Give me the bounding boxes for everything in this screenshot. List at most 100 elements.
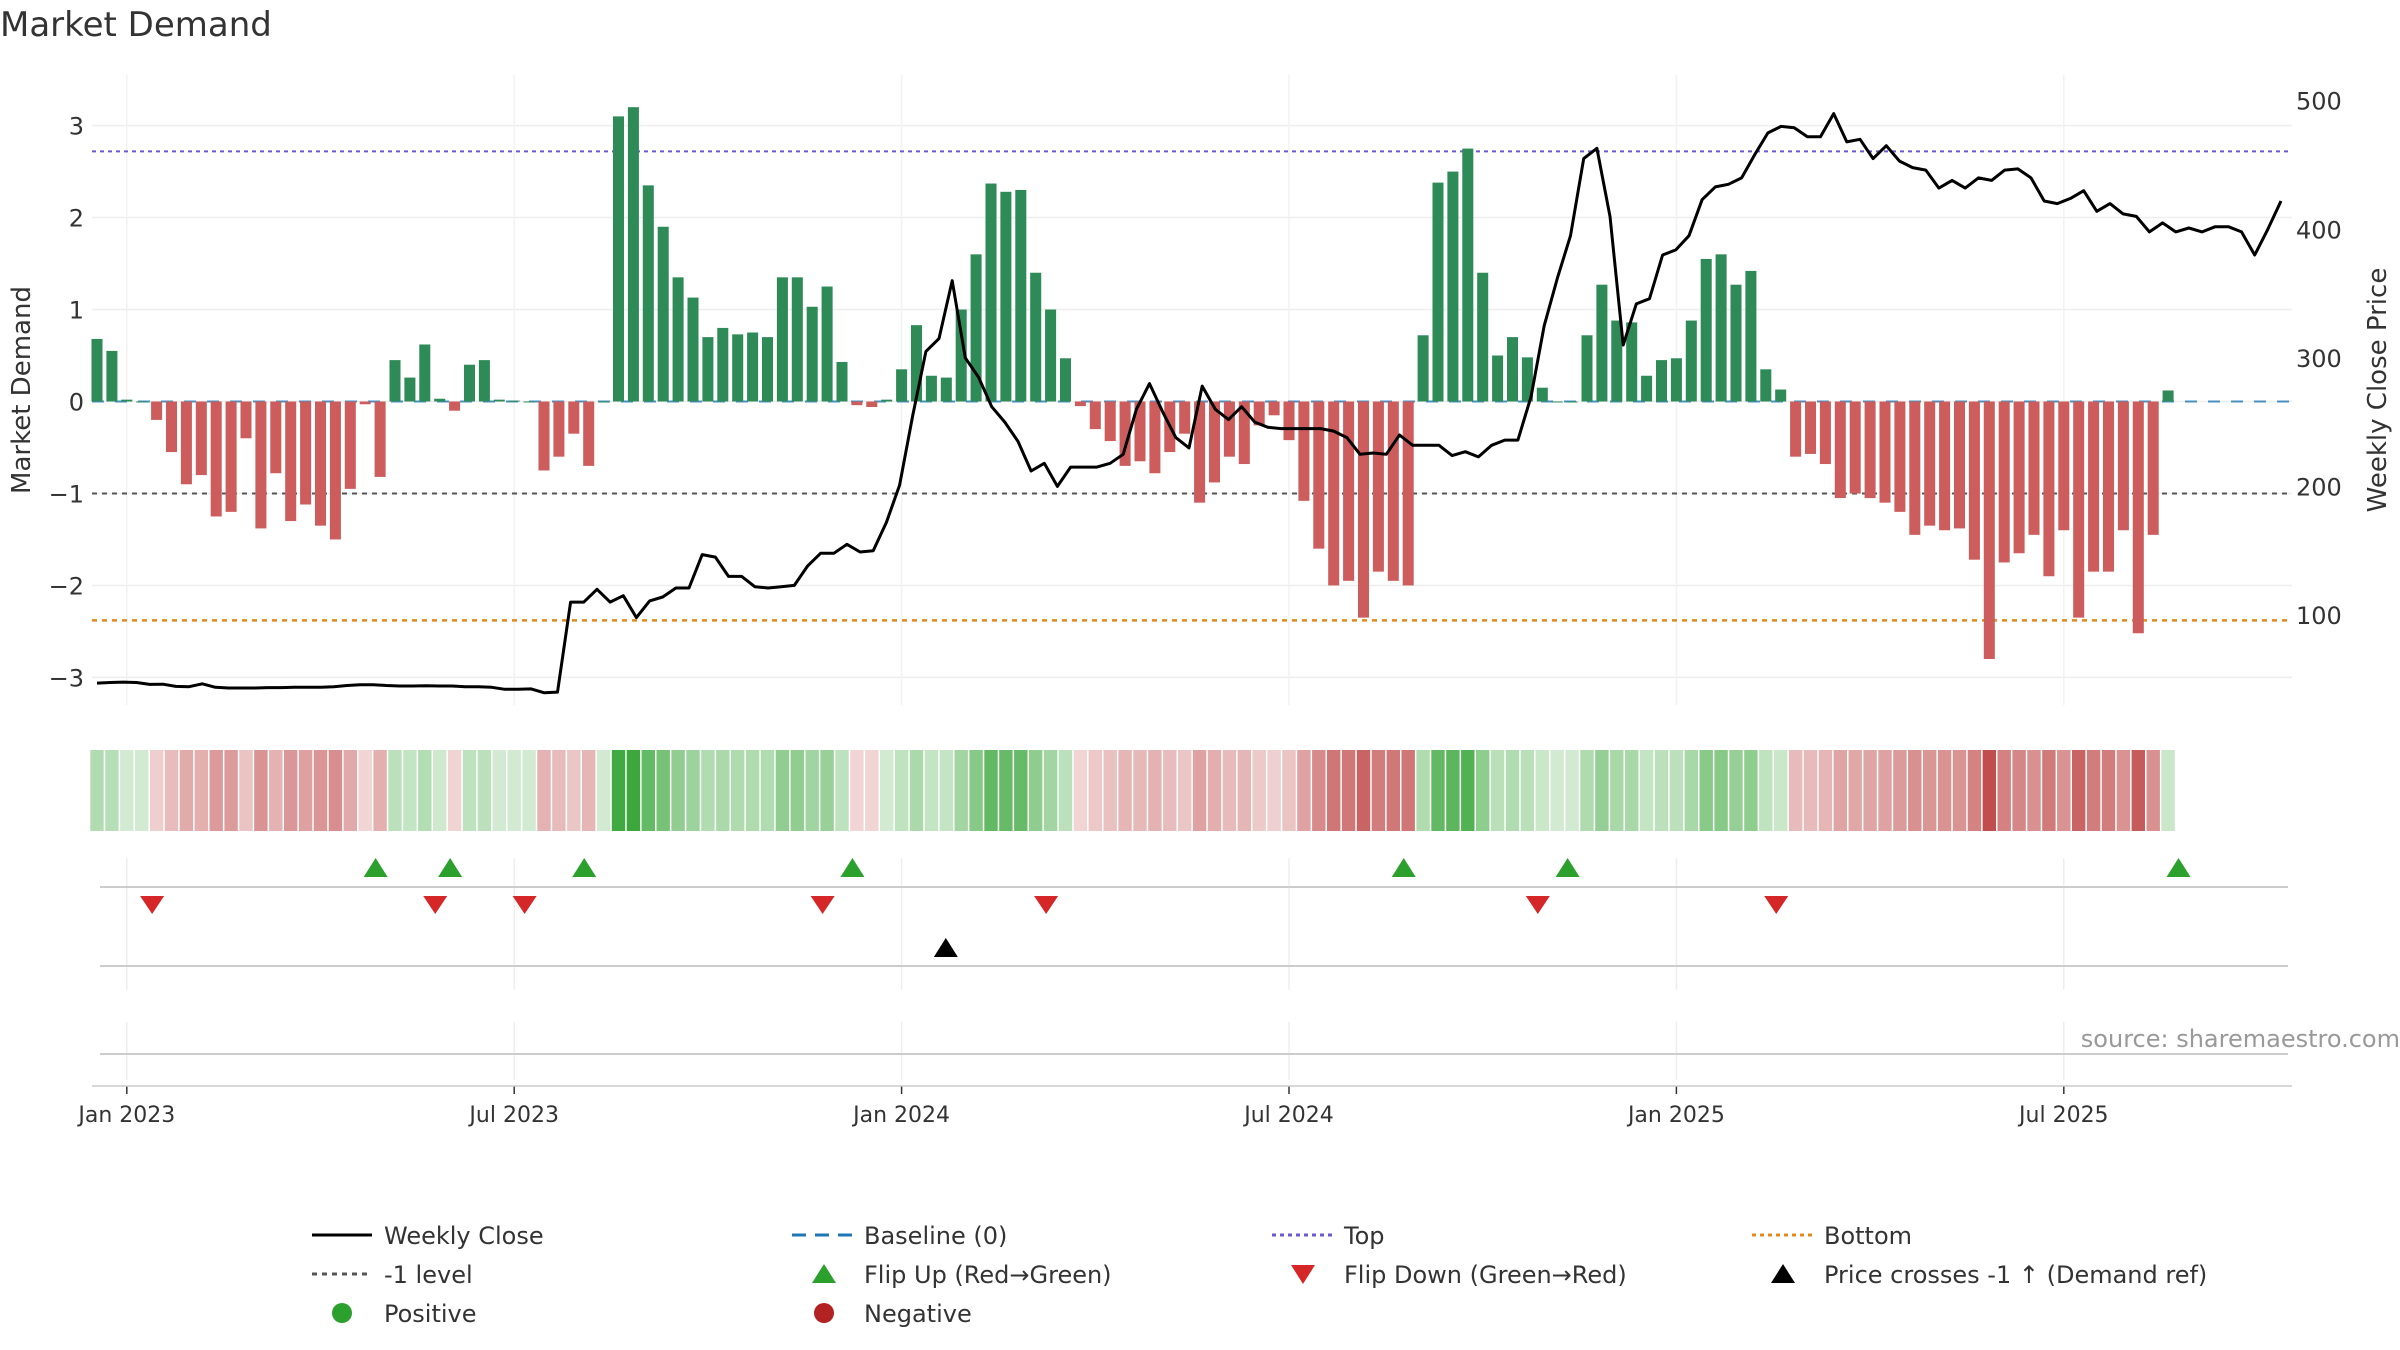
heat-strip-cell	[90, 750, 104, 831]
heat-strip-cell	[1282, 750, 1296, 831]
flip-down-marker	[810, 896, 835, 914]
signal-tracks	[100, 858, 2288, 1055]
demand-bar	[2117, 401, 2129, 531]
heat-strip-cell	[790, 750, 805, 831]
heat-strip-cell	[909, 750, 924, 831]
demand-bar	[1283, 401, 1295, 441]
demand-bar	[478, 360, 490, 402]
heat-strip-cell	[522, 750, 536, 831]
heat-strip-cell	[2012, 750, 2026, 831]
demand-bar	[1268, 401, 1280, 416]
demand-bar	[1894, 401, 1906, 512]
heat-strip-cell	[939, 750, 954, 831]
demand-bar	[389, 360, 401, 402]
heat-strip-cell	[1684, 750, 1699, 831]
demand-bar	[612, 116, 625, 402]
demand-bar	[523, 401, 535, 403]
flip-up-marker	[2166, 858, 2191, 877]
demand-bar	[1402, 401, 1414, 586]
legend-baseline-label: Baseline (0)	[864, 1222, 1007, 1250]
heat-strip-cell	[2042, 750, 2056, 831]
flip-up-marker	[1555, 858, 1580, 877]
heat-strip-cell	[1386, 750, 1401, 831]
heat-strip-cell	[1356, 750, 1371, 831]
demand-bar	[1953, 401, 1966, 529]
heat-strip-cell	[388, 750, 402, 831]
heat-strip-cell	[1803, 750, 1818, 831]
heat-strip-cell	[820, 750, 834, 831]
legend-flip-up-label: Flip Up (Red→Green)	[864, 1261, 1112, 1289]
demand-bar	[255, 401, 267, 529]
heat-strip-cell	[105, 750, 119, 831]
heat-strip-cell	[686, 750, 700, 831]
flip-up-marker	[572, 858, 597, 877]
heat-strip-cell	[298, 750, 313, 831]
heat-strip-cell	[656, 750, 670, 831]
axes: 3 2 1 0 −1 −2 −3 500 400 300 200 100 Jan 2023 Jul 202…	[49, 88, 2342, 1128]
demand-bar	[2058, 401, 2070, 531]
demand-bar	[1447, 171, 1459, 402]
demand-bar	[314, 401, 327, 526]
heat-strip-cell	[775, 750, 790, 831]
heat-strip-cell	[1863, 750, 1877, 831]
heat-strip-cell	[2086, 750, 2101, 831]
legend: Weekly Close Baseline (0) Top Bottom -1 …	[312, 1222, 2207, 1328]
demand-bar	[1849, 401, 1861, 494]
heat-strip-cell	[626, 750, 641, 831]
heat-strip-cell	[1371, 750, 1386, 831]
demand-bar	[2147, 401, 2159, 535]
heat-strip-cell	[2101, 750, 2116, 831]
flip-down-icon	[1291, 1265, 1315, 1284]
heat-strip-cell	[1341, 750, 1356, 831]
demand-bar	[1521, 357, 1533, 402]
demand-bar	[1834, 401, 1846, 499]
demand-bar	[1745, 270, 1757, 402]
heat-strip-cell	[611, 750, 626, 831]
demand-heat-strip	[90, 750, 2175, 831]
demand-bar	[896, 369, 908, 402]
demand-bar	[91, 338, 103, 402]
demand-bar	[1343, 401, 1355, 581]
y-tick-label: 0	[69, 388, 84, 416]
negative-dot-icon	[814, 1303, 834, 1323]
demand-bar	[791, 277, 803, 402]
heat-strip-cell	[1610, 750, 1624, 831]
heat-strip-cell	[462, 750, 477, 831]
demand-bar	[210, 401, 222, 517]
y2-axis-label: Weekly Close Price	[2363, 268, 2393, 513]
heat-strip-cell	[283, 750, 298, 831]
heat-strip-cell	[1431, 750, 1445, 831]
demand-bar	[1253, 401, 1265, 426]
heat-strip-cell	[2131, 750, 2146, 831]
heat-strip-cell	[1833, 750, 1848, 831]
demand-bar	[1790, 401, 1802, 457]
heat-strip-cell	[1148, 750, 1162, 831]
source-note: source: sharemaestro.com	[2081, 1025, 2400, 1053]
y-tick-label: −1	[49, 480, 84, 508]
legend-negative-label: Negative	[864, 1300, 972, 1328]
demand-bar	[2028, 401, 2040, 535]
heat-strip-cell	[194, 750, 209, 831]
heat-strip-cell	[1297, 750, 1311, 831]
heat-strip-cell	[1818, 750, 1833, 831]
price-line-layer	[96, 112, 2283, 695]
price-cross-icon	[1771, 1264, 1795, 1283]
heat-strip-cell	[1908, 750, 1922, 831]
demand-bar	[538, 401, 550, 471]
weekly-close-line	[96, 112, 2283, 695]
heat-strip-cell	[969, 750, 983, 831]
heat-strip-cell	[1714, 750, 1728, 831]
demand-bar	[1357, 401, 1370, 618]
demand-bar	[1611, 320, 1623, 402]
demand-bar	[940, 377, 952, 402]
demand-bar	[1506, 337, 1519, 402]
demand-bar	[1238, 401, 1250, 465]
demand-bar	[329, 401, 341, 540]
legend-minus-one: -1 level	[312, 1261, 473, 1289]
heat-strip-cell	[239, 750, 253, 831]
heat-strip-cell	[1595, 750, 1609, 831]
heat-strip-cell	[2071, 750, 2086, 831]
demand-bar	[136, 401, 148, 403]
flip-down-marker	[1034, 896, 1059, 914]
heat-strip-cell	[1639, 750, 1654, 831]
